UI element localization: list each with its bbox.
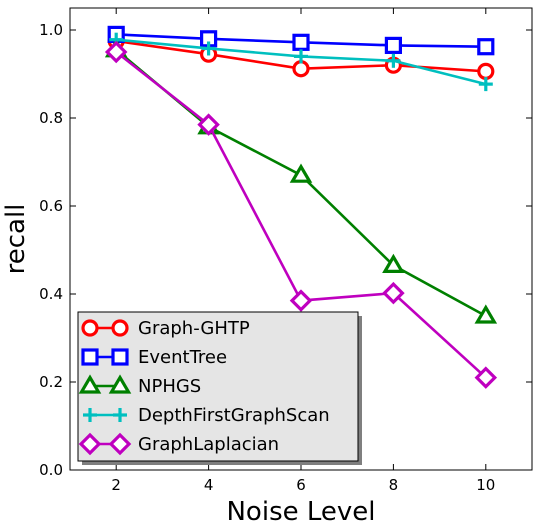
data-point xyxy=(477,38,495,56)
legend-marker xyxy=(113,408,127,422)
axes: 2 4 6 8 10 0.0 0.2 0.4 0.6 0.8 1.0 xyxy=(39,7,533,494)
legend-marker xyxy=(108,374,132,394)
legend-entry: GraphLaplacian xyxy=(78,432,279,456)
data-point xyxy=(474,304,498,324)
x-tick-label: 8 xyxy=(389,476,399,494)
data-point xyxy=(382,253,405,273)
data-point xyxy=(292,60,310,78)
data-point xyxy=(292,33,310,51)
data-point xyxy=(197,113,220,136)
y-axis-label: recall xyxy=(1,204,31,275)
y-tick-label: 0.6 xyxy=(39,197,63,215)
data-point xyxy=(384,36,402,55)
legend-marker xyxy=(83,408,97,422)
x-tick-label: 6 xyxy=(296,476,306,494)
y-tick-label: 1.0 xyxy=(39,21,63,39)
plot-area xyxy=(104,25,498,389)
y-tick-label: 0.2 xyxy=(39,373,63,391)
legend-entry: Graph-GHTP xyxy=(81,318,250,339)
x-axis-label: Noise Level xyxy=(226,497,375,525)
data-point xyxy=(289,289,313,312)
y-tick-label: 0.8 xyxy=(39,109,63,127)
legend-marker xyxy=(81,319,99,337)
legend-label: GraphLaplacian xyxy=(138,434,279,455)
legend-label: DepthFirstGraphScan xyxy=(138,405,330,426)
data-point xyxy=(386,53,401,68)
series-line xyxy=(115,48,487,318)
legend-marker xyxy=(111,319,129,337)
legend-label: Graph-GHTP xyxy=(138,318,250,339)
x-tick-label: 4 xyxy=(204,476,214,494)
series-graphlaplacian xyxy=(104,40,498,389)
y-tick-label: 0.4 xyxy=(39,285,63,303)
legend-marker xyxy=(81,348,99,366)
legend-entry: EventTree xyxy=(81,347,227,368)
legend-entry: DepthFirstGraphScan xyxy=(83,405,330,426)
x-tick-label: 2 xyxy=(111,476,121,494)
legend-marker xyxy=(78,374,102,394)
data-point xyxy=(382,281,405,305)
legend-entry: NPHGS xyxy=(78,374,201,397)
y-tick-label: 0.0 xyxy=(39,461,63,479)
data-point xyxy=(474,366,498,389)
legend-label: EventTree xyxy=(138,347,227,368)
data-point xyxy=(294,49,308,64)
data-point xyxy=(104,40,128,64)
x-tick-label: 10 xyxy=(476,476,495,494)
legend-marker xyxy=(111,348,129,366)
legend-marker xyxy=(78,432,102,456)
legend-label: NPHGS xyxy=(138,376,201,397)
legend: Graph-GHTP EventTree NPHGS DepthFirstGraphS… xyxy=(77,311,362,465)
data-point xyxy=(478,77,493,92)
series-nphgs xyxy=(104,38,498,324)
data-point xyxy=(289,163,313,183)
data-point xyxy=(477,62,495,80)
legend-marker xyxy=(108,432,132,456)
data-point xyxy=(201,41,216,56)
